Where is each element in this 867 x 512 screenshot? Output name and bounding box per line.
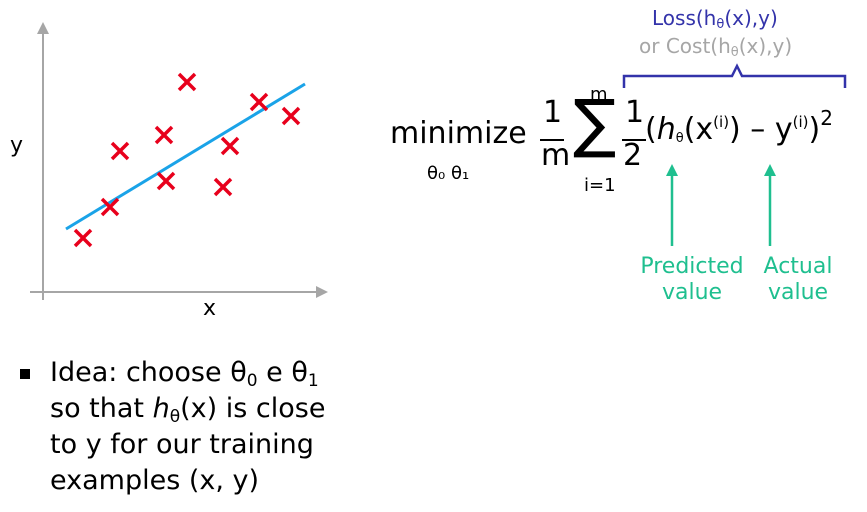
idea-line2-pre: so that [50,393,153,424]
predicted-value-label: Predicted value [640,254,744,305]
idea-text: Idea: choose θ0 e θ1 so that hθ(x) is cl… [50,355,390,499]
minimize-variables: θ₀ θ₁ [427,163,470,184]
data-point [100,197,120,217]
hypothesis-h: h [152,393,170,424]
axes [30,22,328,300]
sum-lower-limit: i=1 [584,175,616,196]
y-axis-label: y [10,133,24,158]
sum-upper-limit: m [590,84,608,105]
data-point [281,106,301,126]
actual-arrow [764,164,776,246]
predicted-arrow [666,164,678,246]
x-axis-arrow [316,286,328,298]
data-point [154,125,174,145]
fraction-1-over-2-num: 1 [625,95,645,130]
bullet-marker [20,369,30,379]
idea-line3: to y for our training [50,429,314,460]
data-points [73,72,301,248]
data-point [220,136,240,156]
overbrace [622,63,847,88]
minimize-word: minimize [390,116,527,151]
regression-line [65,82,306,231]
theta1-subscript: 1 [307,371,319,391]
fraction-1-over-m-num: 1 [543,95,563,130]
scatter-plot [30,22,328,300]
fraction-bar-2 [622,139,646,141]
hypothesis-subscript: θ [169,407,181,427]
data-point [249,92,269,112]
data-point [177,72,197,92]
actual-value-label: Actual value [763,254,833,305]
squared-error-term: (hθ(x(i)) – y(i))2 [645,106,833,147]
data-point [73,228,93,248]
cost-label: or Cost(hθ(x),y) [639,34,793,60]
sum-symbol: ∑ [573,87,617,161]
x-axis-label: x [203,296,217,321]
hypothesis-h: h [656,112,676,147]
loss-label: Loss(hθ(x),y) [652,6,778,32]
idea-line1-pre: Idea: choose [50,357,231,388]
data-point [110,141,130,161]
y-axis-arrow [37,22,49,34]
fraction-1-over-2-den: 2 [623,138,643,173]
fraction-bar-1 [540,139,564,141]
data-point [156,171,176,191]
idea-line2-post: (x) is close [180,393,326,424]
theta0-subscript: 0 [246,371,258,391]
data-point [213,177,233,197]
theta0: θ [230,357,247,388]
idea-line1-mid: e [257,357,292,388]
idea-line4: examples (x, y) [50,465,260,496]
fraction-1-over-m-den: m [541,138,571,173]
theta1: θ [291,357,308,388]
